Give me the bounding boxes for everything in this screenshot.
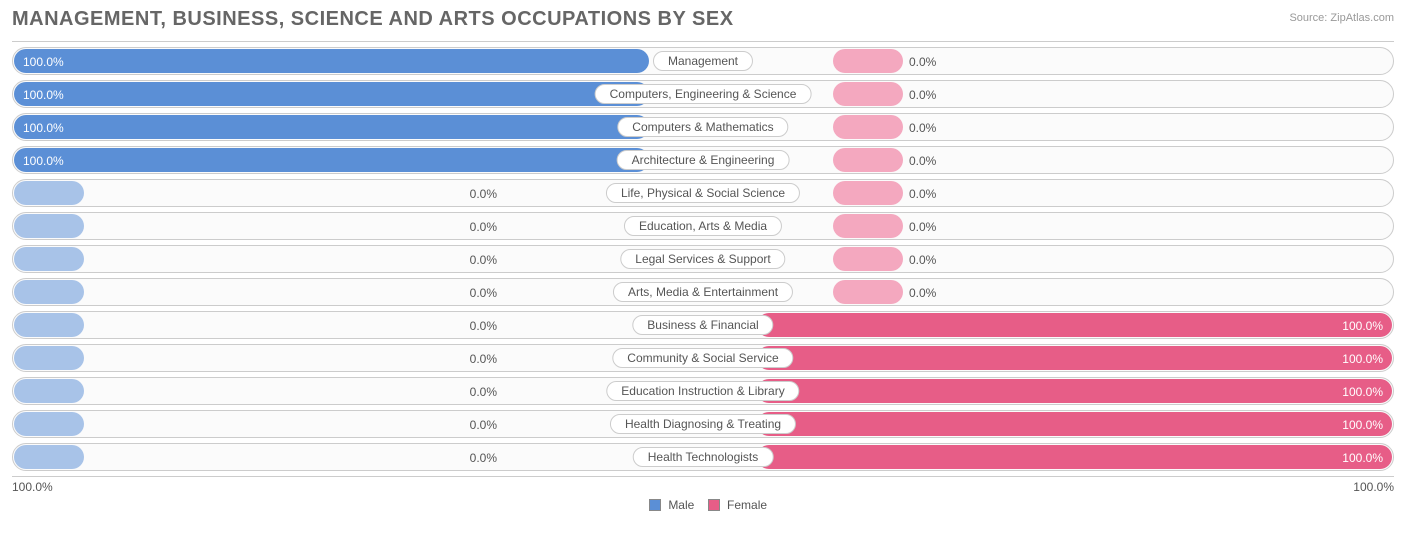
female-pct-label: 0.0% (909, 48, 936, 75)
chart-row: 0.0% 100.0% Health Technologists (12, 443, 1394, 471)
female-pct-label: 100.0% (1342, 411, 1383, 438)
chart-row: 0.0% 100.0% Community & Social Service (12, 344, 1394, 372)
male-pct-label: 0.0% (470, 312, 497, 339)
category-label: Education, Arts & Media (624, 216, 782, 236)
male-pct-label: 0.0% (470, 246, 497, 273)
female-pct-label: 100.0% (1342, 312, 1383, 339)
chart-title: MANAGEMENT, BUSINESS, SCIENCE AND ARTS O… (12, 8, 734, 31)
female-bar (757, 412, 1392, 436)
chart-row: 100.0% 0.0% Architecture & Engineering (12, 146, 1394, 174)
male-bar (14, 346, 84, 370)
male-bar (14, 379, 84, 403)
male-bar (14, 214, 84, 238)
male-bar (14, 280, 84, 304)
chart-row: 0.0% 0.0% Life, Physical & Social Science (12, 179, 1394, 207)
male-bar (14, 115, 649, 139)
female-pct-label: 0.0% (909, 180, 936, 207)
chart-row: 100.0% 0.0% Computers & Mathematics (12, 113, 1394, 141)
female-pct-label: 0.0% (909, 213, 936, 240)
female-bar (833, 214, 903, 238)
legend: Male Female (12, 498, 1394, 512)
chart-row: 0.0% 100.0% Business & Financial (12, 311, 1394, 339)
male-bar (14, 49, 649, 73)
chart-row: 0.0% 0.0% Legal Services & Support (12, 245, 1394, 273)
category-label: Legal Services & Support (620, 249, 785, 269)
category-label: Life, Physical & Social Science (606, 183, 800, 203)
category-label: Community & Social Service (612, 348, 793, 368)
male-bar (14, 181, 84, 205)
category-label: Health Technologists (633, 447, 774, 467)
female-bar (833, 82, 903, 106)
male-pct-label: 100.0% (23, 147, 64, 174)
female-pct-label: 0.0% (909, 246, 936, 273)
category-label: Arts, Media & Entertainment (613, 282, 793, 302)
male-bar (14, 313, 84, 337)
axis-right-label: 100.0% (1353, 480, 1394, 494)
occupations-chart: 100.0% 0.0% Management 100.0% 0.0% Computers,… (12, 41, 1394, 471)
female-pct-label: 0.0% (909, 81, 936, 108)
female-bar (757, 346, 1392, 370)
chart-row: 100.0% 0.0% Computers, Engineering & Scien… (12, 80, 1394, 108)
female-pct-label: 0.0% (909, 147, 936, 174)
female-bar (833, 115, 903, 139)
female-pct-label: 100.0% (1342, 378, 1383, 405)
female-bar (757, 379, 1392, 403)
female-bar (833, 49, 903, 73)
male-pct-label: 0.0% (470, 180, 497, 207)
male-pct-label: 100.0% (23, 114, 64, 141)
male-pct-label: 0.0% (470, 279, 497, 306)
chart-row: 0.0% 100.0% Health Diagnosing & Treating (12, 410, 1394, 438)
female-bar (833, 280, 903, 304)
female-pct-label: 100.0% (1342, 444, 1383, 471)
axis-left-label: 100.0% (12, 480, 53, 494)
category-label: Computers, Engineering & Science (595, 84, 812, 104)
female-pct-label: 0.0% (909, 279, 936, 306)
male-bar (14, 247, 84, 271)
female-pct-label: 100.0% (1342, 345, 1383, 372)
chart-row: 0.0% 100.0% Education Instruction & Librar… (12, 377, 1394, 405)
male-pct-label: 100.0% (23, 81, 64, 108)
male-pct-label: 100.0% (23, 48, 64, 75)
source-name: ZipAtlas.com (1330, 12, 1394, 24)
chart-header: MANAGEMENT, BUSINESS, SCIENCE AND ARTS O… (12, 8, 1394, 31)
male-pct-label: 0.0% (470, 411, 497, 438)
category-label: Education Instruction & Library (606, 381, 799, 401)
female-bar (757, 445, 1392, 469)
male-pct-label: 0.0% (470, 345, 497, 372)
female-swatch (708, 499, 720, 511)
female-bar (833, 247, 903, 271)
category-label: Business & Financial (632, 315, 773, 335)
category-label: Computers & Mathematics (617, 117, 788, 137)
female-bar (833, 148, 903, 172)
male-bar (14, 82, 649, 106)
chart-row: 0.0% 0.0% Arts, Media & Entertainment (12, 278, 1394, 306)
chart-row: 100.0% 0.0% Management (12, 47, 1394, 75)
category-label: Management (653, 51, 753, 71)
category-label: Architecture & Engineering (617, 150, 790, 170)
legend-female-label: Female (727, 498, 767, 512)
chart-source: Source: ZipAtlas.com (1289, 8, 1394, 24)
male-pct-label: 0.0% (470, 213, 497, 240)
male-swatch (649, 499, 661, 511)
female-pct-label: 0.0% (909, 114, 936, 141)
male-pct-label: 0.0% (470, 378, 497, 405)
male-pct-label: 0.0% (470, 444, 497, 471)
male-bar (14, 445, 84, 469)
category-label: Health Diagnosing & Treating (610, 414, 796, 434)
source-label: Source: (1289, 12, 1327, 24)
legend-male-label: Male (668, 498, 694, 512)
male-bar (14, 412, 84, 436)
male-bar (14, 148, 649, 172)
x-axis: 100.0% 100.0% (12, 476, 1394, 496)
female-bar (833, 181, 903, 205)
chart-row: 0.0% 0.0% Education, Arts & Media (12, 212, 1394, 240)
female-bar (757, 313, 1392, 337)
